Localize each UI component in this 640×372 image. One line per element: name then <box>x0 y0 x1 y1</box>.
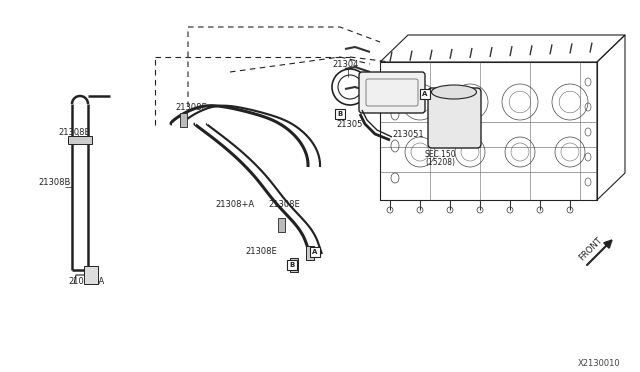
Ellipse shape <box>431 85 477 99</box>
Text: A: A <box>422 91 428 97</box>
Bar <box>287 260 297 270</box>
FancyBboxPatch shape <box>359 72 425 113</box>
Text: 21308E: 21308E <box>245 247 276 257</box>
Bar <box>306 246 314 260</box>
Text: X2130010: X2130010 <box>577 359 620 369</box>
Bar <box>180 113 187 127</box>
Text: (15208): (15208) <box>425 157 455 167</box>
Text: 213051: 213051 <box>392 129 424 138</box>
Bar <box>420 89 430 99</box>
Text: 21308E: 21308E <box>58 128 90 137</box>
Bar <box>278 218 285 232</box>
Text: B: B <box>289 262 294 268</box>
Bar <box>310 247 320 257</box>
Text: A: A <box>312 249 317 255</box>
Text: 21308B: 21308B <box>38 177 70 186</box>
Text: 21305: 21305 <box>336 119 362 128</box>
Text: B: B <box>337 111 342 117</box>
Text: 21308E: 21308E <box>268 199 300 208</box>
Bar <box>335 109 345 119</box>
Bar <box>68 136 92 144</box>
Text: FRONT: FRONT <box>577 235 604 262</box>
FancyBboxPatch shape <box>428 88 481 148</box>
Text: 21308+A: 21308+A <box>215 199 254 208</box>
Bar <box>84 266 98 284</box>
Bar <box>290 258 298 272</box>
Text: 21304: 21304 <box>332 60 358 68</box>
Text: 21308E: 21308E <box>175 103 207 112</box>
Text: 21035FA: 21035FA <box>68 278 104 286</box>
Text: SEC.150: SEC.150 <box>424 150 456 158</box>
